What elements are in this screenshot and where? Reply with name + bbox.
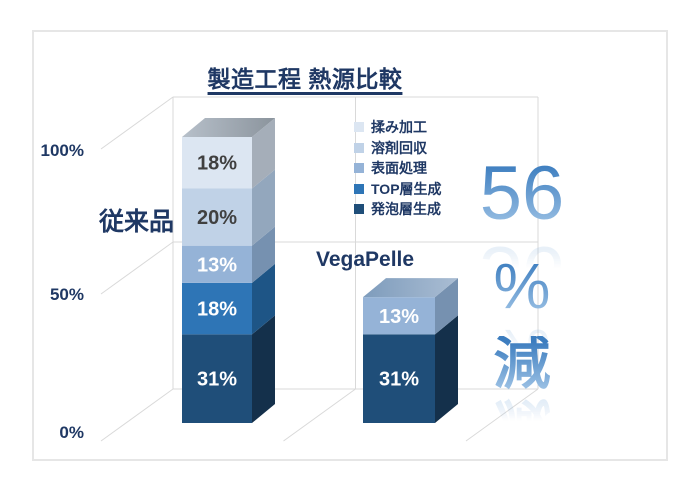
y-axis-tick-100: 100% [40,141,84,160]
legend-marker-icon [354,204,364,215]
bar-segment [363,334,435,423]
bars-layer: 31% 18% 13% 20% 18% 31% 13% [182,118,458,423]
bar-segment-label: 13% [197,254,237,276]
bar-segment [182,188,252,246]
bar-segment-side [252,118,275,189]
bar-segment-side [435,278,458,335]
bar-segment [363,297,435,335]
legend-item: 溶剤回収 [354,138,442,159]
callout-value: 56 [468,156,576,232]
legend-item-label: TOP層生成 [371,180,442,197]
bar-segment-side [435,315,458,423]
category-label-vegapelle: VegaPelle [316,248,415,271]
legend-marker-icon [354,163,364,174]
bar-segment [182,245,252,283]
bar-segment-label: 20% [197,207,237,229]
bar-segment-label: 31% [197,369,237,391]
bar-VegaPelle: 31% 13% [363,278,458,423]
legend-item-label: 表面処理 [371,160,427,177]
bar-top-face [363,278,458,298]
bar-segment [182,137,252,189]
chart-title: 製造工程 熱源比較 [207,66,403,92]
bar-segment-side [252,169,275,246]
legend-item: 発泡層生成 [354,199,442,220]
legend-item: 揉み加工 [354,117,442,138]
callout-reduction-word: 減 [468,336,576,393]
y-axis-tick-50: 50% [49,285,84,304]
bar-segment [182,334,252,423]
bar-segment-side [252,263,275,335]
legend-item-label: 発泡層生成 [371,201,441,218]
bar-segment [182,282,252,335]
bar-segment-side [252,226,275,283]
legend-item-label: 溶剤回収 [371,139,427,156]
legend-marker-icon [354,183,364,194]
bar-segment-label: 18% [197,153,237,175]
bar-segment-side [252,315,275,423]
bar-top-face [182,118,275,137]
legend-item-label: 揉み加工 [371,119,427,136]
legend-marker-icon [354,122,364,133]
legend-item: 表面処理 [354,158,442,179]
legend-item: TOP層生成 [354,179,442,200]
category-label-conventional: 従来品 [99,208,175,236]
bar-segment-label: 13% [379,306,419,328]
legend: 揉み加工溶剤回収表面処理 TOP層生成 発泡層生成 [354,117,442,220]
bar-segment-label: 18% [197,299,237,321]
y-axis-tick-0: 0% [59,423,84,442]
bar-従来品: 31% 18% 13% 20% 18% [182,118,275,423]
bar-segment-label: 31% [379,369,419,391]
callout-percent-sign: % [468,254,576,318]
legend-marker-icon [354,142,364,153]
